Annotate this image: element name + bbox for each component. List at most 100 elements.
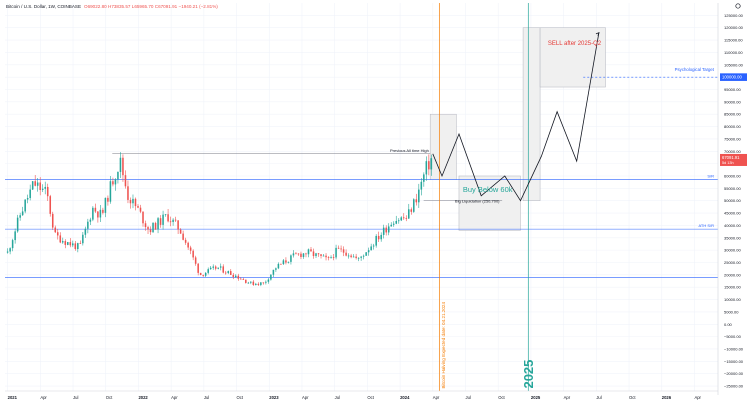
candle-body <box>287 261 290 263</box>
y-tick-label: 105000.00 <box>724 62 744 67</box>
candle-body <box>317 253 320 255</box>
y-tick-label: 35000.00 <box>724 235 741 240</box>
candle-body <box>134 198 137 207</box>
candle-body <box>109 181 112 202</box>
candle-body <box>97 211 99 218</box>
candle-body <box>367 250 370 253</box>
candle-body <box>212 266 214 268</box>
candle-body <box>390 224 393 227</box>
sell-zone-box <box>539 27 606 88</box>
candle-body <box>265 281 267 283</box>
y-tick-label: 85000.00 <box>724 112 741 117</box>
y-tick-label: 15000.00 <box>724 285 741 290</box>
candle-body <box>167 214 169 222</box>
candle-body <box>41 188 44 190</box>
candle-body <box>224 272 227 274</box>
candle-body <box>257 283 260 285</box>
candle-body <box>189 247 192 251</box>
x-tick-label: 2026 <box>662 395 672 400</box>
candle-body <box>77 243 79 250</box>
candle-body <box>44 186 47 189</box>
candle-body <box>242 279 245 280</box>
candle-body <box>117 171 119 180</box>
candle-body <box>59 235 62 243</box>
candle-body <box>335 247 337 258</box>
gear-icon[interactable] <box>735 3 741 9</box>
candle-body <box>219 266 222 268</box>
candle-body <box>397 220 400 222</box>
candle-body <box>84 228 87 235</box>
candle-body <box>322 255 325 257</box>
candle-body <box>142 211 144 224</box>
psychological-target-tag-text: 100000.00 <box>722 75 742 80</box>
candle-body <box>415 199 418 203</box>
x-tick-label: Jul <box>73 395 78 400</box>
candle-body <box>102 209 104 213</box>
candle-body <box>14 231 16 241</box>
candle-body <box>46 186 49 197</box>
candle-body <box>19 215 21 218</box>
y-axis[interactable]: 125000.00 120000.00 115000.00 110000.00 1050… <box>717 3 747 395</box>
liquidation-label: Big Liquidation (250,700) <box>455 199 500 204</box>
candle-body <box>347 255 350 257</box>
candle-body <box>240 278 242 280</box>
y-tick-label: 0.00 <box>724 322 733 327</box>
candle-body <box>355 256 357 259</box>
x-tick-label: Apr <box>40 395 47 400</box>
candle-body <box>89 219 92 222</box>
x-tick-label: Jul <box>335 395 340 400</box>
candle-body <box>174 219 177 221</box>
x-tick-label: Oct <box>367 395 374 400</box>
buy-zone-label: Buy Below 60k <box>463 185 513 194</box>
candle-body <box>370 246 372 251</box>
candle-body <box>380 234 382 240</box>
candle-body <box>129 199 132 204</box>
candle-body <box>114 179 117 185</box>
levels-layer <box>5 3 718 391</box>
candle-body <box>197 263 199 273</box>
candle-body <box>418 189 420 203</box>
candle-body <box>217 267 220 269</box>
candle-body <box>252 281 255 285</box>
x-tick-label: Oct <box>629 395 636 400</box>
candle-body <box>392 223 395 225</box>
psychological-target-tag <box>720 73 747 81</box>
x-tick-label: Apr <box>564 395 571 400</box>
candle-body <box>300 253 302 257</box>
candle-body <box>127 186 129 200</box>
candle-body <box>295 253 297 255</box>
candle-body <box>64 241 67 245</box>
x-tick-label: 2021 <box>8 395 18 400</box>
candle-body <box>375 235 377 246</box>
candle-body <box>67 242 69 245</box>
x-axis[interactable]: 2021 Apr Jul Oct 2022 Apr Jul Oct 2023 Apr Jul Oct 2… <box>5 390 718 400</box>
y-tick-label: −25000.00 <box>724 384 744 389</box>
y-tick-label: 30000.00 <box>724 248 741 253</box>
x-tick-label: Jul <box>466 395 471 400</box>
candle-body <box>229 271 232 275</box>
candle-body <box>6 251 9 253</box>
candle-body <box>144 223 147 228</box>
x-tick-label: 2022 <box>138 395 148 400</box>
psychological-target-label: Psychological Target <box>675 67 715 72</box>
candle-body <box>172 219 174 223</box>
candle-body <box>94 207 97 212</box>
candle-body <box>387 226 390 233</box>
projected-path <box>432 32 600 202</box>
candle-body <box>270 274 272 280</box>
candle-body <box>410 209 413 212</box>
candle-body <box>405 218 408 220</box>
candle-body <box>56 232 59 236</box>
candle-body <box>247 282 250 284</box>
candle-body <box>402 217 405 219</box>
candle-body <box>92 207 94 220</box>
sr-label: S/R <box>707 174 714 179</box>
x-tick-label: 2023 <box>269 395 279 400</box>
candle-body <box>222 266 225 273</box>
candle-body <box>332 257 335 258</box>
x-tick-label: 2024 <box>400 395 410 400</box>
candle-body <box>307 249 310 255</box>
candle-body <box>149 229 152 233</box>
